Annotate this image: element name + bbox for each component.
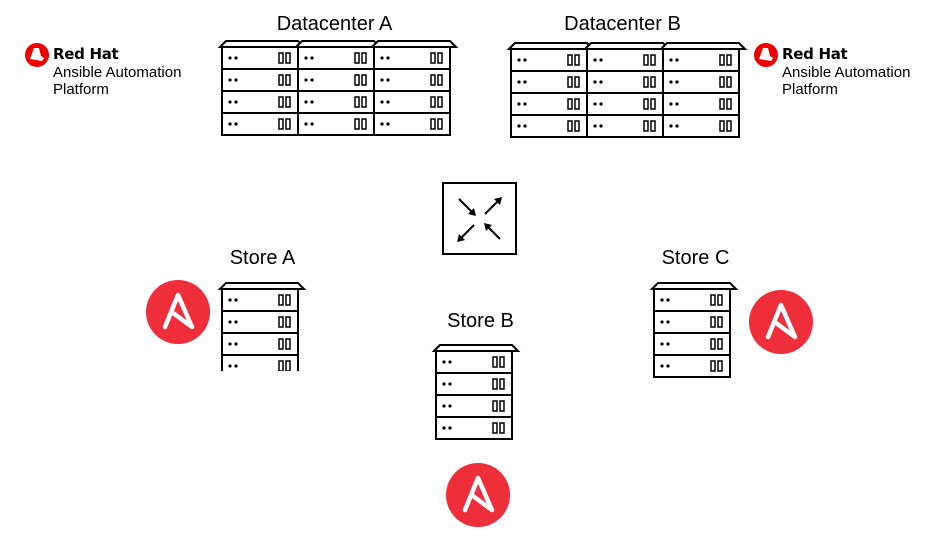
server-rack-icon: [220, 41, 304, 135]
brand-company: Red Hat: [53, 45, 119, 63]
store-c-server: [652, 283, 736, 377]
brand-product-line1: Ansible Automation: [53, 64, 182, 81]
server-rack-icon: [434, 345, 518, 439]
server-rack-icon: [220, 283, 304, 377]
store-c-label: Store C: [661, 247, 730, 269]
redhat-logo-icon: [25, 43, 49, 67]
datacenter-a-label: Datacenter A: [276, 13, 393, 35]
redhat-ansible-brand-right: Red Hat Ansible Automation Platform: [754, 42, 944, 102]
server-rack-icon: [509, 43, 593, 137]
server-rack-icon: [372, 41, 456, 135]
store-b-label: Store B: [447, 310, 514, 332]
ansible-logo-icon: [146, 280, 210, 344]
datacenter-b-servers: [509, 43, 745, 137]
redhat-logo-icon: [754, 43, 778, 67]
redhat-ansible-brand-left: Red Hat Ansible Automation Platform: [25, 42, 210, 102]
server-rack-icon: [652, 283, 736, 377]
ansible-logo-icon: [749, 290, 813, 354]
store-a-server: [220, 283, 304, 389]
server-rack-icon: [585, 43, 669, 137]
server-rack-icon: [296, 41, 380, 135]
network-switch-icon: [442, 182, 517, 255]
brand-product-line1: Ansible Automation: [782, 64, 911, 81]
brand-product-line2: Platform: [53, 81, 109, 98]
datacenter-b-label: Datacenter B: [564, 13, 681, 35]
store-b-server: [434, 345, 518, 439]
brand-company: Red Hat: [782, 45, 848, 63]
store-a-label: Store A: [229, 247, 296, 269]
server-rack-icon: [661, 43, 745, 137]
datacenter-a-servers: [220, 41, 456, 135]
ansible-logo-icon: [446, 463, 510, 527]
brand-product-line2: Platform: [782, 81, 838, 98]
